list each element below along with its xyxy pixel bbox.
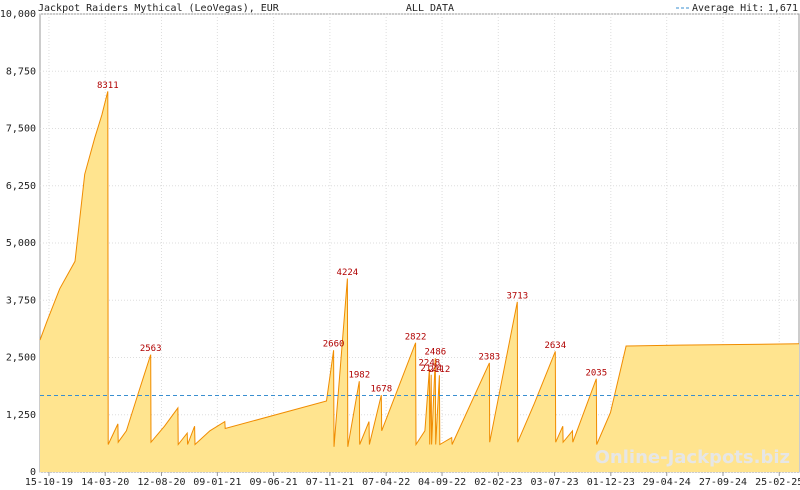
line <box>39 91 800 447</box>
chart-title: Jackpot Raiders Mythical (LeoVegas), EUR <box>38 3 280 14</box>
peak-label: 2112 <box>429 365 451 375</box>
x-tick-label: 29-04-24 <box>643 477 691 488</box>
x-tick-label: 09-01-21 <box>193 477 241 488</box>
peak-label: 2660 <box>323 340 345 350</box>
peak-label: 2248 <box>419 359 441 369</box>
x-tick-label: 14-03-20 <box>81 477 129 488</box>
legend-value: 1,671 <box>768 3 798 14</box>
y-tick-label: 0 <box>30 467 36 478</box>
peak-label: 2035 <box>585 368 607 378</box>
peak-label: 1982 <box>348 371 370 381</box>
peak-label: 8311 <box>97 81 119 91</box>
peak-label: 2486 <box>424 348 446 358</box>
peak-label: 2383 <box>479 352 501 362</box>
peak-label: 4224 <box>337 268 359 278</box>
x-tick-label: 07-11-21 <box>306 477 354 488</box>
peak-label: 1678 <box>370 385 392 395</box>
y-tick-label: 8,750 <box>6 66 36 77</box>
x-tick-label: 12-08-20 <box>137 477 185 488</box>
peak-label: 2124 <box>420 364 442 374</box>
y-tick-label: 3,750 <box>6 295 36 306</box>
area <box>40 91 799 473</box>
peak-label: 3713 <box>506 291 528 301</box>
x-tick-label: 02-02-23 <box>474 477 522 488</box>
x-tick-label: 27-09-24 <box>699 477 747 488</box>
y-tick-label: 7,500 <box>6 124 36 135</box>
x-tick-label: 04-09-22 <box>418 477 466 488</box>
peak-label: 2634 <box>544 341 566 351</box>
watermark: Online-Jackpots.biz <box>595 447 790 468</box>
y-tick-label: 1,250 <box>6 410 36 421</box>
legend-label: Average Hit: <box>692 3 764 14</box>
x-tick-label: 15-10-19 <box>25 477 73 488</box>
x-tick-label: 01-12-23 <box>587 477 635 488</box>
peak-label: 2822 <box>405 332 427 342</box>
chart-subtitle: ALL DATA <box>406 3 454 14</box>
x-tick-label: 07-04-22 <box>362 477 410 488</box>
y-tick-label: 6,250 <box>6 181 36 192</box>
x-tick-label: 25-02-25 <box>755 477 800 488</box>
y-tick-label: 5,000 <box>6 238 36 249</box>
y-tick-label: 10,000 <box>0 9 36 20</box>
x-tick-label: 03-07-23 <box>530 477 578 488</box>
y-tick-label: 2,500 <box>6 353 36 364</box>
x-tick-label: 09-06-21 <box>250 477 298 488</box>
peak-label: 2563 <box>140 344 162 354</box>
